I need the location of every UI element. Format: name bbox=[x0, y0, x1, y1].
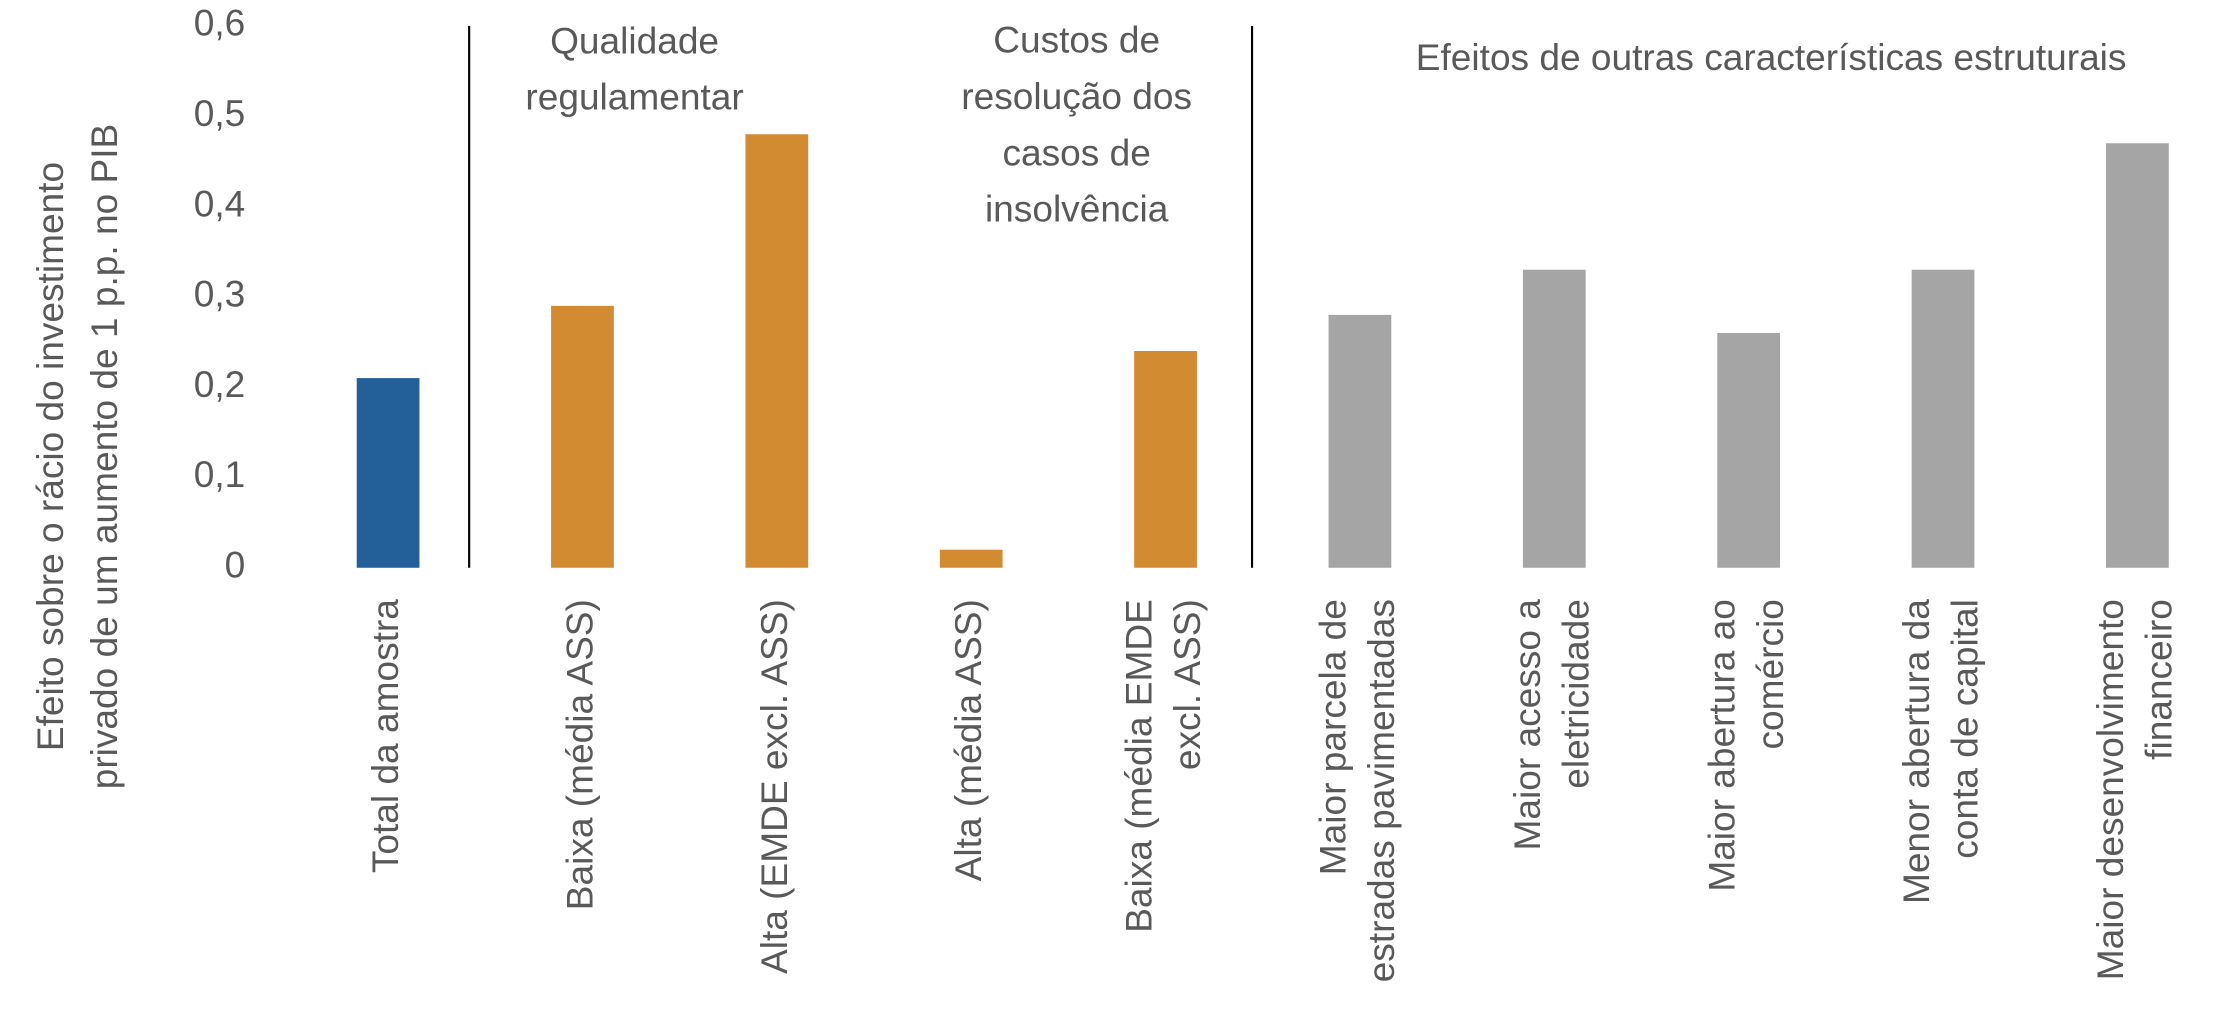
y-tick-label: 0 bbox=[225, 544, 246, 586]
x-tick-label-group: Alta (média ASS) bbox=[947, 599, 989, 881]
x-tick-label: Menor abertura da conta de capital bbox=[1895, 599, 1985, 904]
y-tick-label: 0,2 bbox=[194, 363, 246, 405]
group-annotation: Custos de resolução dos casos de insolvênci… bbox=[961, 18, 1192, 229]
x-tick-label: Alta (EMDE excl. ASS) bbox=[753, 599, 795, 974]
y-tick-label: 0,1 bbox=[194, 453, 246, 495]
x-tick-label-group: Baixa (média ASS) bbox=[558, 599, 600, 910]
y-tick-label: 0,4 bbox=[194, 182, 246, 224]
bar bbox=[1134, 351, 1197, 568]
y-tick-label: 0,3 bbox=[194, 273, 246, 315]
y-tick-label: 0,5 bbox=[194, 92, 246, 134]
bar bbox=[1522, 269, 1586, 568]
x-tick-label-group: Alta (EMDE excl. ASS) bbox=[753, 599, 795, 974]
bar bbox=[551, 305, 614, 568]
x-tick-label: Maior acesso a eletricidade bbox=[1506, 599, 1596, 851]
x-tick-label: Total da amostra bbox=[364, 599, 406, 873]
group-annotation: Efeitos de outras características estrut… bbox=[1416, 36, 2127, 78]
bar bbox=[1911, 269, 1975, 568]
bar bbox=[1328, 314, 1392, 568]
x-tick-label: Maior abertura ao comércio bbox=[1700, 599, 1790, 892]
x-tick-label: Maior desenvolvimento financeiro bbox=[2089, 599, 2179, 980]
x-tick-label-group: Maior parcela de estradas pavimentadas bbox=[1311, 599, 1401, 982]
x-tick-label: Baixa (média EMDE excl. ASS) bbox=[1117, 599, 1207, 933]
x-tick-label: Baixa (média ASS) bbox=[558, 599, 600, 910]
bar bbox=[1717, 332, 1781, 568]
bar bbox=[745, 134, 809, 568]
x-tick-label-group: Maior acesso a eletricidade bbox=[1506, 599, 1596, 851]
group-annotation: Qualidade regulamentar bbox=[525, 19, 743, 117]
x-tick-label-group: Maior abertura ao comércio bbox=[1700, 599, 1790, 892]
x-tick-label: Maior parcela de estradas pavimentadas bbox=[1311, 599, 1401, 982]
bar bbox=[2106, 143, 2169, 568]
y-tick-label: 0,6 bbox=[194, 2, 246, 44]
y-axis-title: Efeito sobre o rácio do investimento priv… bbox=[29, 124, 125, 790]
x-tick-label-group: Baixa (média EMDE excl. ASS) bbox=[1117, 599, 1207, 933]
x-tick-label-group: Total da amostra bbox=[364, 599, 406, 873]
bar bbox=[939, 549, 1003, 568]
y-axis-title-group: Efeito sobre o rácio do investimento priv… bbox=[29, 124, 125, 790]
x-tick-label-group: Menor abertura da conta de capital bbox=[1895, 599, 1985, 904]
x-tick-label-group: Maior desenvolvimento financeiro bbox=[2089, 599, 2179, 980]
x-tick-label: Alta (média ASS) bbox=[947, 599, 989, 881]
bar bbox=[356, 378, 420, 568]
